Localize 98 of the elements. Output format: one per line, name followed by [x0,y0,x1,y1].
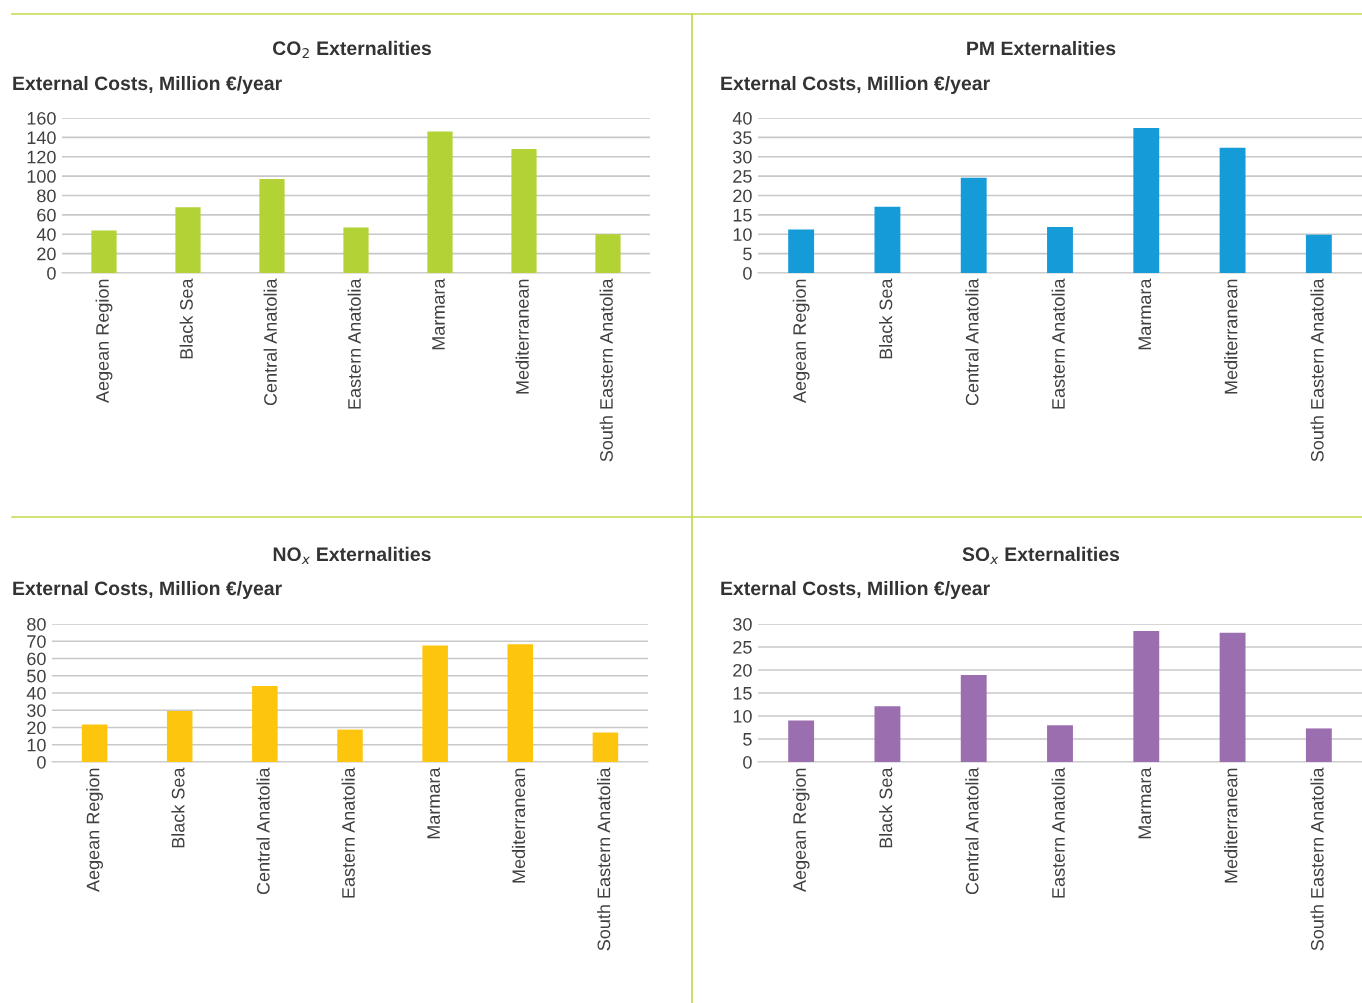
chart-title: NO$_{x}$ Externalities [273,546,431,565]
y-tick-label: 100 [27,170,56,183]
bar [595,234,621,273]
x-tick-label: Marmara [427,767,440,839]
y-tick-label: 30 [27,704,46,717]
bar [874,706,901,762]
x-tick-label: South Eastern Anatolia [597,767,611,951]
y-tick-label: 15 [733,209,752,222]
y-tick-label: 10 [733,228,752,241]
y-tick-label: 20 [733,663,752,677]
bar [592,732,619,762]
bar [81,724,108,762]
x-tick-label: Aegean Region [95,279,113,403]
y-tick-label: 140 [27,131,56,145]
x-tick-label: Black Sea [879,767,893,848]
y-tick-label: 60 [27,652,46,666]
y-tick-label: 20 [27,721,46,735]
x-tick-label: Black Sea [879,278,893,359]
bar [1219,147,1246,273]
x-tick-label: South Eastern Anatolia [1310,767,1324,951]
x-tick-label: Mediterranean [515,279,529,394]
x-tick-label: Aegean Region [792,768,810,892]
y-tick-label: 30 [733,150,752,164]
y-axis-title: External Costs, Million €/year [13,580,282,600]
x-tick-label: Eastern Anatolia [1051,278,1065,409]
y-tick-label: 10 [27,738,46,752]
bar [507,644,534,762]
bar [166,711,193,762]
bar [91,230,117,273]
bar [788,229,815,273]
y-tick-label: 80 [37,189,56,203]
x-tick-label: Mediterranean [1224,768,1238,883]
y-tick-label: 40 [36,228,56,241]
y-tick-label: 160 [27,111,56,125]
x-tick-label: Eastern Anatolia [347,278,361,409]
bar [960,177,987,273]
bar [1133,128,1160,273]
x-tick-label: Marmara [1138,278,1152,350]
y-tick-label: 0 [47,266,56,280]
x-tick-label: South Eastern Anatolia [599,278,613,462]
y-tick-label: 0 [743,266,752,280]
chart-title: SO$_{x}$ Externalities [962,546,1120,565]
x-tick-label: Marmara [1138,767,1152,839]
x-tick-label: Aegean Region [86,768,103,892]
x-tick-label: South Eastern Anatolia [1310,278,1324,462]
bar [511,149,537,273]
x-tick-label: Central Anatolia [965,278,979,406]
x-tick-label: Mediterranean [511,768,526,883]
y-tick-label: 5 [743,733,752,746]
bar [1305,728,1332,762]
y-tick-label: 20 [37,247,56,261]
bar [1047,226,1073,273]
y-tick-label: 0 [743,755,752,769]
y-tick-label: 80 [27,617,46,631]
x-tick-label: Black Sea [171,767,185,848]
bar [1305,234,1332,273]
y-tick-label: 70 [27,635,46,648]
y-axis-title: External Costs, Million €/year [13,75,282,95]
bar [259,179,285,273]
bar [788,720,815,762]
y-tick-label: 10 [733,709,752,723]
bar [1047,725,1073,762]
y-tick-label: 20 [733,189,752,203]
bar [427,131,453,273]
x-tick-label: Marmara [432,278,445,350]
y-tick-label: 0 [37,755,46,769]
x-tick-label: Eastern Anatolia [1051,767,1065,898]
x-tick-label: Black Sea [179,278,193,359]
bar [960,675,987,762]
bar [252,686,278,762]
y-tick-label: 40 [732,111,752,125]
bar [422,645,448,762]
bar [337,729,363,762]
y-tick-label: 120 [27,150,56,164]
chart-title: PM Externalities [967,40,1116,56]
y-tick-label: 50 [27,669,46,683]
y-axis-title: External Costs, Million €/year [721,580,990,600]
x-tick-label: Eastern Anatolia [341,767,355,898]
x-tick-label: Aegean Region [792,279,810,403]
bar [1133,630,1160,762]
chart-title: CO$_{2}$ Externalities [272,40,431,59]
y-tick-label: 25 [733,170,752,183]
y-tick-label: 15 [733,687,752,700]
y-tick-label: 30 [733,617,752,631]
bar [1219,632,1246,762]
bar [874,206,901,273]
x-tick-label: Central Anatolia [965,767,979,895]
x-tick-label: Mediterranean [1224,279,1238,394]
bar [343,227,369,273]
y-axis-title: External Costs, Million €/year [721,75,990,95]
y-tick-label: 5 [743,247,752,261]
y-tick-label: 25 [733,640,752,654]
y-tick-label: 40 [26,686,46,700]
x-tick-label: Central Anatolia [263,278,277,406]
bar [175,207,201,273]
y-tick-label: 60 [37,208,56,222]
x-tick-label: Central Anatolia [256,767,270,895]
y-tick-label: 35 [733,131,752,145]
